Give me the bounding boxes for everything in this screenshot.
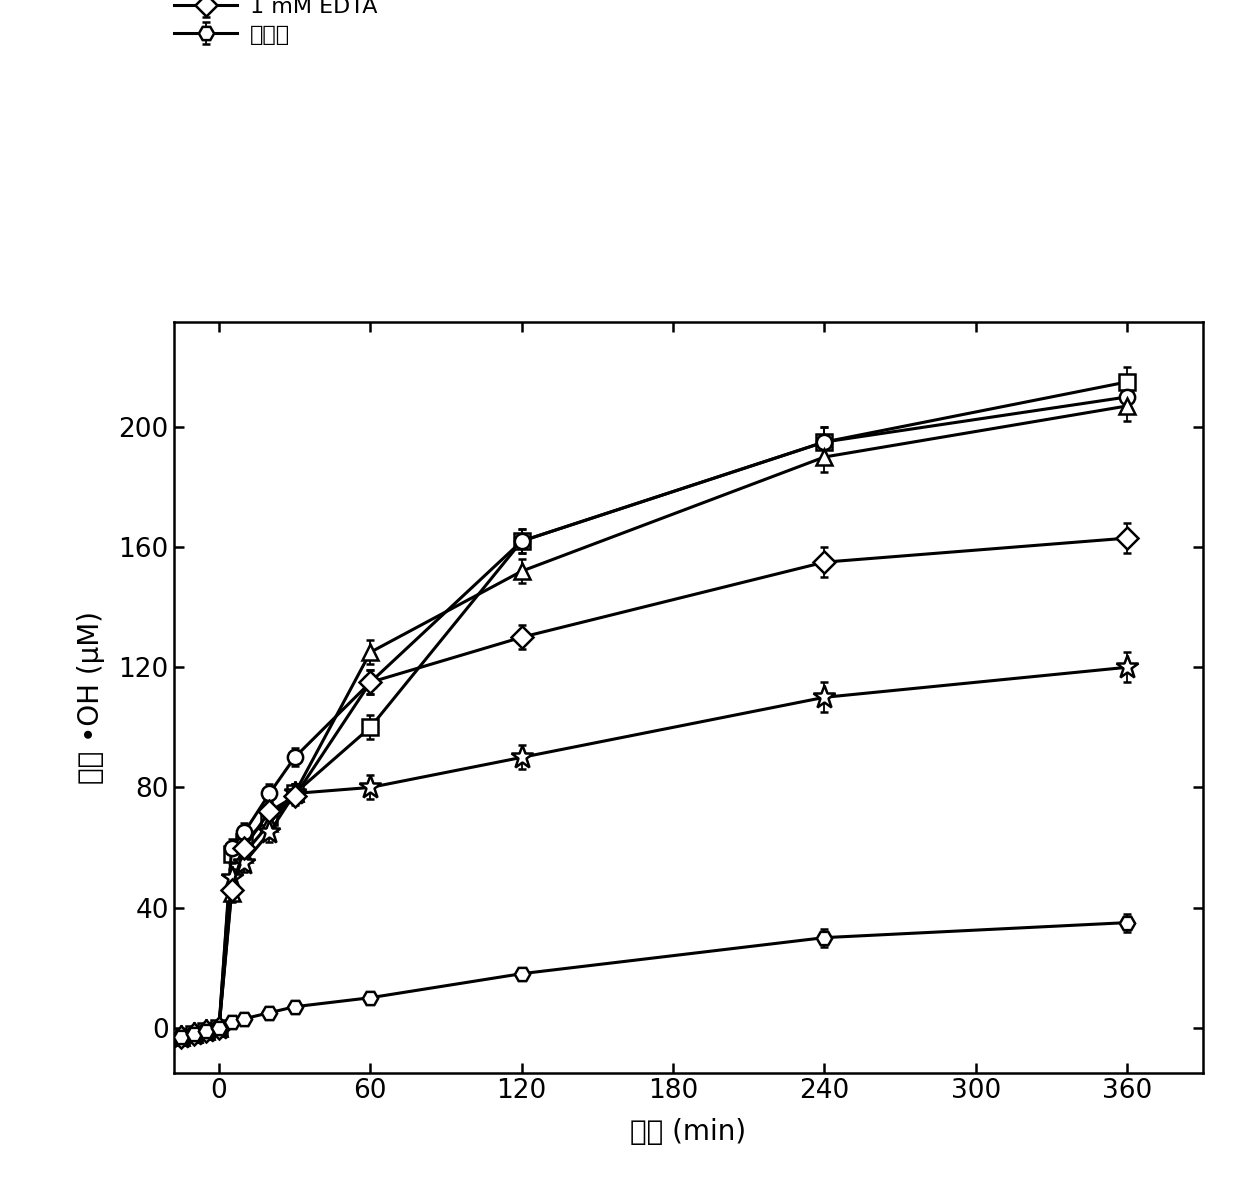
Legend: 0.25 mM TPP & 0.75 mM EDTA, 0.5 mM TPP & 0.5 mM EDTA, 0.75 mM TPP & 0.25 mM EDTA: 0.25 mM TPP & 0.75 mM EDTA, 0.5 mM TPP &… [175,0,589,45]
Y-axis label: 累积 •OH (μM): 累积 •OH (μM) [77,610,104,784]
X-axis label: 时间 (min): 时间 (min) [630,1118,746,1146]
